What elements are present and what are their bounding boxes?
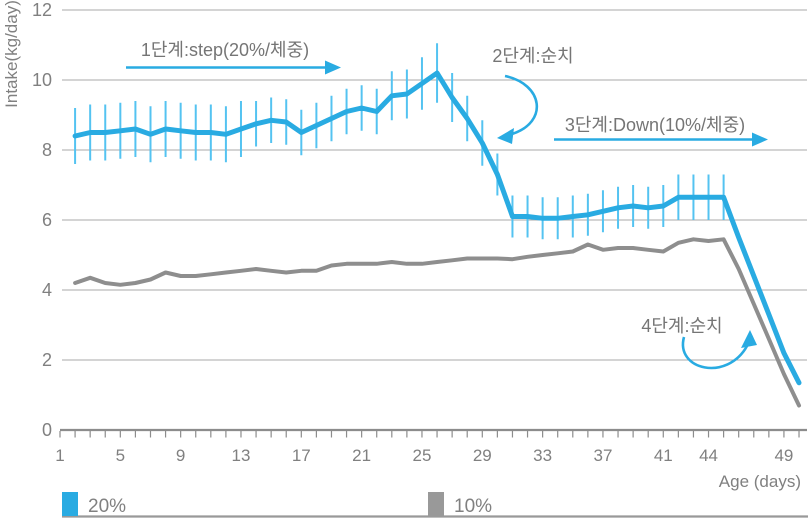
annotation-stage3-label: 3단계:Down(10%/체중)	[565, 115, 745, 135]
annotation-stage1-label: 1단계:step(20%/체중)	[141, 40, 309, 60]
annotation-stage2-label: 2단계:순치	[492, 46, 573, 66]
x-tick-label: 33	[533, 446, 552, 465]
x-tick-label: 9	[176, 446, 185, 465]
legend: 20% 10%	[62, 492, 808, 518]
y-tick-label: 6	[42, 210, 52, 230]
annotation-stage4-label: 4단계:순치	[641, 316, 722, 336]
y-tick-label: 0	[42, 420, 52, 440]
y-tick-label: 4	[42, 280, 52, 300]
stage4-curved-arrow	[681, 336, 749, 370]
x-tick-label: 5	[116, 446, 125, 465]
legend-swatch-10pct	[428, 492, 444, 516]
x-axis-tick-labels: 1 5 9 13 17 21 25 29 33 37 41 44 49	[55, 446, 793, 465]
x-tick-label: 29	[473, 446, 492, 465]
y-axis-tick-labels: 0 2 4 6 8 10 12	[32, 0, 52, 440]
x-tick-label: 17	[292, 446, 311, 465]
legend-swatch-20pct	[62, 492, 78, 516]
x-tick-label: 37	[593, 446, 612, 465]
series-line-10%	[73, 237, 801, 408]
x-axis-ruler	[59, 428, 807, 438]
legend-label-10pct: 10%	[454, 496, 492, 517]
legend-label-20pct: 20%	[88, 496, 126, 517]
x-tick-label: 41	[654, 446, 673, 465]
y-tick-label: 12	[32, 0, 52, 20]
stage4-arrowhead-icon	[741, 330, 757, 348]
series-line-20%	[72, 70, 802, 386]
stage1-arrowhead-icon	[325, 60, 341, 75]
series-lines	[72, 70, 802, 408]
x-tick-label: 44	[699, 446, 718, 465]
x-tick-label: 49	[774, 446, 793, 465]
y-tick-label: 2	[42, 350, 52, 370]
y-tick-label: 10	[32, 70, 52, 90]
x-tick-label: 21	[352, 446, 371, 465]
stage3-arrowhead-icon	[752, 132, 768, 147]
error-bars	[74, 43, 725, 240]
gridlines	[62, 9, 807, 361]
y-tick-label: 8	[42, 140, 52, 160]
y-axis-title: Intake(kg/day)	[2, 0, 21, 108]
x-tick-label: 25	[413, 446, 432, 465]
x-tick-label: 1	[55, 446, 64, 465]
stage2-arrowhead-icon	[497, 128, 514, 144]
x-axis-title: Age (days)	[719, 472, 801, 491]
stage2-curved-arrow	[504, 74, 539, 136]
x-tick-label: 13	[232, 446, 251, 465]
